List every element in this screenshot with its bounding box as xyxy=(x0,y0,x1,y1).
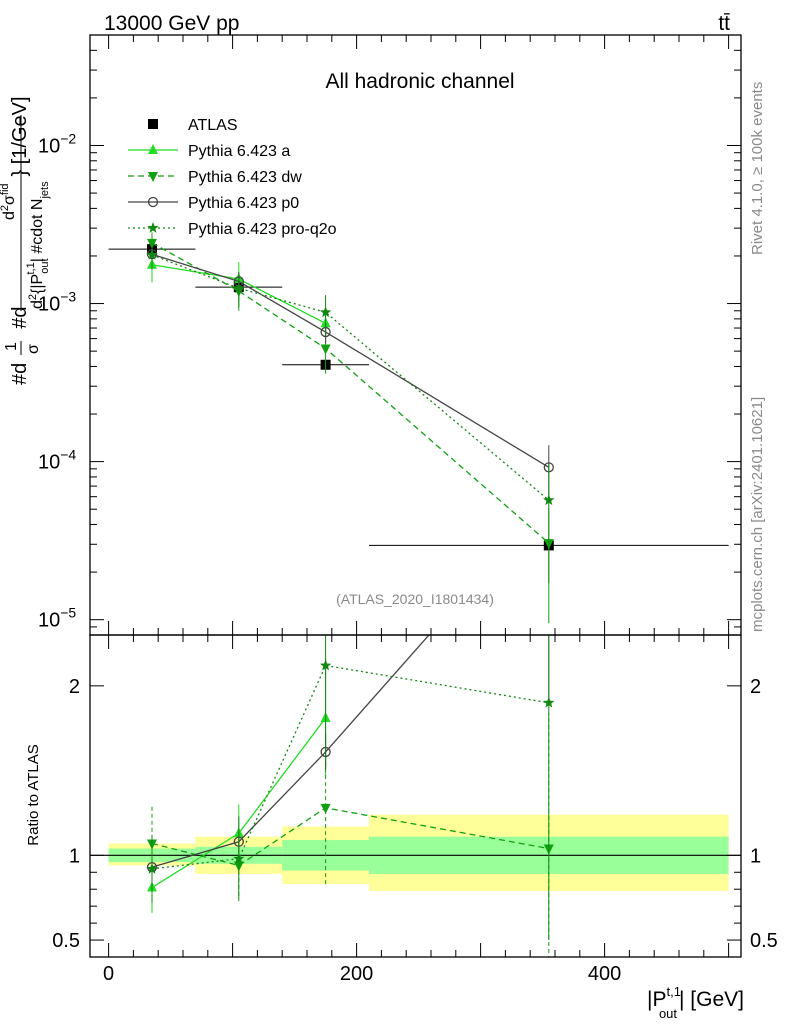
y-frac2-num-sup: 2 xyxy=(0,205,11,211)
x-label-sub: out xyxy=(659,1006,677,1021)
ratio-plot-frame xyxy=(89,634,742,958)
ratio-point xyxy=(146,862,158,874)
ratio-axis-ticks: 0.5 0.5 1 1 2 2 0 200 400 xyxy=(52,635,778,985)
x-tick-label: 200 xyxy=(340,963,373,985)
y-tick-base: 10 xyxy=(38,452,60,474)
main-point xyxy=(320,344,331,355)
analysis-tag: (ATLAS_2020_I1801434) xyxy=(336,591,494,607)
ratio-y-tick-label-left: 2 xyxy=(69,676,80,698)
y-frac1-den: σ xyxy=(25,344,42,354)
ratio-point xyxy=(543,696,555,708)
y-frac2-den-sup2: t,1 xyxy=(25,262,37,274)
process-label: tt̄ xyxy=(718,12,730,35)
y-tick-exponent: −2 xyxy=(60,130,76,146)
legend: ATLAS Pythia 6.423 a Pythia 6.423 dw Pythia… xyxy=(128,117,337,238)
y-tick-label: 10−5 xyxy=(38,605,76,632)
ratio-plot: 0.5 0.5 1 1 2 2 0 200 400 Ratio to ATLAS |Pt,1 ou… xyxy=(25,634,778,1021)
legend-marker xyxy=(148,144,158,154)
x-tick-label: 400 xyxy=(588,963,621,985)
y-label-text: #d #d } [1/GeV] xyxy=(9,96,31,385)
main-plot: 10−510−410−310−2 All hadronic channel (A… xyxy=(0,34,742,636)
chart-title: All hadronic channel xyxy=(325,70,514,93)
y-label-mid: #d xyxy=(9,307,31,329)
y-frac2-den-p: {|P xyxy=(29,274,46,294)
legend-label: ATLAS xyxy=(188,117,238,134)
legend-marker xyxy=(147,196,159,208)
main-series-line xyxy=(151,254,550,501)
y-tick-base: 10 xyxy=(38,610,60,632)
legend-label: Pythia 6.423 p0 xyxy=(188,195,299,212)
energy-label: 13000 GeV pp xyxy=(104,12,239,35)
y-frac2-den-sub: out xyxy=(39,259,51,274)
y-frac2-num-fid: fid xyxy=(0,183,11,195)
ratio-y-axis-label: Ratio to ATLAS xyxy=(25,744,42,845)
y-label-left: #d xyxy=(9,363,31,385)
x-label-right: | [GeV] xyxy=(679,988,744,1011)
legend-label: Pythia 6.423 a xyxy=(188,143,290,160)
main-point xyxy=(543,494,555,506)
ratio-y-tick-label-right: 0.5 xyxy=(750,930,778,952)
main-axis-ticks: 10−510−410−310−2 xyxy=(38,34,741,636)
y-frac2-num: d2σfid xyxy=(0,183,18,220)
y-tick-exponent: −4 xyxy=(60,447,76,463)
main-point xyxy=(233,282,245,294)
y-frac2-den: d2{|Poutt,1| #cdot Njets xyxy=(25,181,51,309)
ratio-y-tick-label-left: 1 xyxy=(69,845,80,867)
x-label-left: |P xyxy=(647,988,666,1011)
ratio-y-tick-label-right: 1 xyxy=(750,845,761,867)
y-frac2-den-rest: | #cdot N xyxy=(29,199,46,263)
x-axis-label: |Pt,1 out| [GeV] xyxy=(647,984,744,1021)
legend-marker xyxy=(148,172,158,182)
ratio-point xyxy=(319,659,332,671)
rivet-version-label: Rivet 4.1.0, ≥ 100k events xyxy=(749,82,766,255)
main-series-line xyxy=(151,253,550,468)
main-y-axis-label: #d#d} [1/GeV] 1 σ d2σfid d2{|Poutt,1| #c… xyxy=(0,96,51,385)
y-tick-label: 10−2 xyxy=(38,130,76,157)
ratio-data-layer xyxy=(146,635,555,957)
y-tick-base: 10 xyxy=(38,294,60,316)
y-tick-label: 10−4 xyxy=(38,447,76,474)
main-data-layer xyxy=(108,232,729,624)
y-frac2-num-sigma: σ xyxy=(1,195,18,205)
y-frac1-num: 1 xyxy=(3,342,20,351)
ratio-series-line xyxy=(151,635,430,868)
y-tick-exponent: −3 xyxy=(60,289,76,305)
x-label-sup: t,1 xyxy=(666,984,680,999)
main-point xyxy=(319,306,332,318)
main-series-line xyxy=(151,242,550,544)
y-frac2-num-d: d xyxy=(1,211,18,220)
ratio-point xyxy=(320,803,331,814)
y-frac2-den-sub2: jets xyxy=(39,181,51,200)
y-label-right: } [1/GeV] xyxy=(9,96,31,176)
ratio-uncertainty-bands xyxy=(90,814,741,891)
mcplots-label: mcplots.cern.ch [arXiv:2401.10621] xyxy=(749,397,766,632)
ratio-point xyxy=(233,852,245,864)
y-tick-exponent: −5 xyxy=(60,605,76,621)
legend-label: Pythia 6.423 dw xyxy=(188,169,302,186)
main-point xyxy=(146,248,158,260)
y-tick-label: 10−3 xyxy=(38,289,76,316)
ratio-y-tick-label-left: 0.5 xyxy=(52,930,80,952)
y-frac2-den-sup: 2 xyxy=(27,294,39,300)
legend-label: Pythia 6.423 pro-q2o xyxy=(188,221,337,238)
legend-marker xyxy=(147,222,159,233)
y-tick-base: 10 xyxy=(38,135,60,157)
x-tick-label: 0 xyxy=(103,963,114,985)
y-frac2-den-d: d xyxy=(29,300,46,309)
legend-marker xyxy=(148,119,158,129)
ratio-y-tick-label-right: 2 xyxy=(750,676,761,698)
